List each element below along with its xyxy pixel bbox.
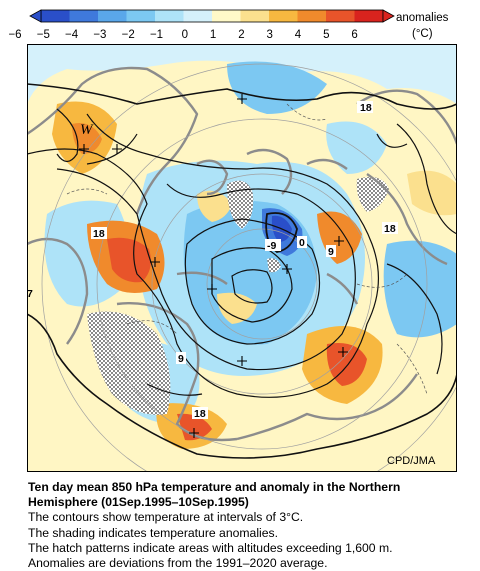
anomaly-colorbar: −6 −5 −4 −3 −2 −1 0 1 2 3 4 5 6 anomalies (°C) (8, 9, 449, 41)
contour-label: 18 (384, 223, 396, 235)
colorbar-tick-label: 5 (323, 29, 329, 41)
caption-line-contours: The contours show temperature at interva… (28, 510, 304, 525)
colorbar-cell (297, 10, 327, 22)
colorbar-tick-label: −6 (8, 29, 21, 41)
colorbar-tick-label: 3 (266, 29, 272, 41)
caption-title-line1: Ten day mean 850 hPa temperature and ano… (28, 480, 401, 494)
contour-label: 0 (299, 237, 305, 249)
colorbar-cells (40, 9, 384, 23)
colorbar-tick-label: 1 (210, 29, 216, 41)
colorbar-tick-label: 0 (182, 29, 188, 41)
colorbar-cell (240, 10, 270, 22)
colorbar-tick-label: 2 (238, 29, 244, 41)
high-marker-w: W (80, 122, 94, 138)
colorbar-cell (354, 10, 384, 22)
contour-label: 18 (93, 228, 105, 240)
colorbar-tick-label: 4 (295, 29, 302, 41)
zero-anomaly-dashed-lines (66, 103, 428, 395)
figure-caption: Ten day mean 850 hPa temperature and ano… (28, 480, 468, 571)
colorbar-ticks: −6 −5 −4 −3 −2 −1 0 1 2 3 4 5 6 (8, 29, 357, 41)
colorbar-cell (126, 10, 156, 22)
colorbar-tick-label: −5 (37, 29, 50, 41)
colorbar-cell (269, 10, 298, 22)
colorbar-tick-label: −1 (150, 29, 163, 41)
contour-label: 18 (194, 408, 206, 420)
colorbar-right-arrow (382, 9, 395, 23)
center-markers (79, 94, 348, 438)
anomaly-shading (27, 44, 457, 449)
temperature-contours (27, 83, 457, 459)
caption-title-line2: Hemisphere (01Sep.1995–10Sep.1995) (28, 495, 249, 510)
colorbar-cell (155, 10, 184, 22)
colorbar-tick-label: −4 (65, 29, 79, 41)
colorbar-left-arrow (29, 9, 42, 23)
colorbar-tick-label: −2 (122, 29, 135, 41)
colorbar-cell (69, 10, 99, 22)
contour-label: 9 (178, 353, 184, 365)
contour-label-group: 18 18 18 18 -9 0 9 9 7 W (27, 101, 398, 420)
high-terrain-hatch (87, 176, 389, 415)
caption-line-shading: The shading indicates temperature anomal… (28, 525, 278, 540)
contour-label: 7 (27, 288, 33, 300)
caption-line-anomalies: Anomalies are deviations from the 1991–2… (28, 556, 328, 571)
contour-label: -9 (267, 240, 276, 252)
colorbar-tick-label: −3 (93, 29, 106, 41)
colorbar-label-anomalies: anomalies (396, 12, 449, 24)
latitude-circles (41, 63, 457, 472)
caption-line-hatch: The hatch patterns indicate areas with a… (28, 540, 393, 555)
colorbar-tick-label: 6 (351, 29, 357, 41)
map-frame (27, 44, 457, 472)
colorbar-label-units: (°C) (412, 28, 433, 40)
contour-label: 9 (328, 246, 334, 258)
colorbar-cell (98, 10, 127, 22)
colorbar-cell (183, 10, 213, 22)
colorbar-cell (41, 10, 70, 22)
contour-label: 18 (360, 102, 372, 114)
colorbar-cell (212, 10, 241, 22)
polar-stereographic-map: 18 18 18 18 -9 0 9 9 7 W CPD/JMA (27, 44, 457, 472)
map-credit: CPD/JMA (387, 455, 436, 467)
colorbar-cell (326, 10, 355, 22)
